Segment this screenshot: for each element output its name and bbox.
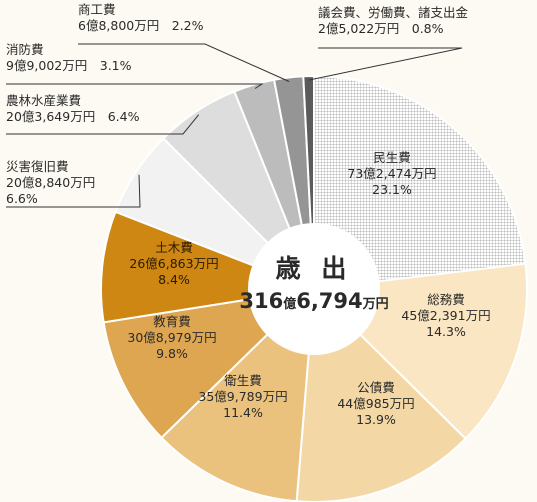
leader-line-8 [6, 83, 264, 89]
leader-line-10 [308, 47, 463, 81]
slice-label-amount-3: 35億9,789万円 [198, 389, 287, 404]
slice-label-amount-4: 30億8,979万円 [127, 330, 216, 345]
slice-label-name-8: 消防費 [6, 42, 44, 57]
slice-label-percent-3: 11.4% [223, 405, 263, 420]
slice-label-amount-7: 20億3,649万円 6.4% [6, 109, 140, 124]
slice-label-amount-9: 6億8,800万円 2.2% [78, 18, 204, 33]
slice-label-amount-8: 9億9,002万円 3.1% [6, 58, 132, 73]
slice-label-name-0: 民生費 [373, 150, 411, 165]
center-total: 316億6,794万円 [239, 289, 388, 313]
leader-line-9 [78, 43, 290, 82]
slice-label-percent-0: 23.1% [372, 182, 412, 197]
slice-label-percent-4: 9.8% [156, 346, 188, 361]
slice-label-name-4: 教育費 [153, 314, 191, 329]
slice-label-amount-0: 73億2,474万円 [347, 166, 436, 181]
slice-label-amount-1: 45億2,391万円 [401, 308, 490, 323]
slice-label-name-9: 商工費 [78, 2, 116, 17]
slice-label-name-7: 農林水産業費 [6, 93, 81, 108]
slice-label-name-2: 公債費 [357, 380, 395, 395]
leader-line-6 [6, 174, 141, 208]
slice-label-amount-10: 2億5,022万円 0.8% [318, 21, 444, 36]
center-title: 歳 出 [276, 254, 353, 283]
slice-label-percent-1: 14.3% [426, 324, 466, 339]
slice-label-amount-2: 44億985万円 [337, 396, 414, 411]
slice-label-name-6: 災害復旧費 [6, 159, 69, 174]
slice-label-percent-6: 6.6% [6, 191, 38, 206]
donut-center [248, 223, 380, 355]
slice-label-amount-5: 26億6,863万円 [129, 256, 218, 271]
pie-slice-0 [313, 74, 527, 291]
slice-label-amount-6: 20億8,840万円 [6, 175, 95, 190]
slice-label-percent-2: 13.9% [356, 412, 396, 427]
slice-label-percent-5: 8.4% [158, 272, 190, 287]
slice-label-name-5: 土木費 [155, 240, 193, 255]
slice-label-name-3: 衛生費 [224, 373, 262, 388]
leader-line-7 [6, 114, 200, 135]
slice-label-name-10: 議会費、労働費、諸支出金 [318, 5, 469, 20]
slice-label-name-1: 総務費 [427, 292, 465, 307]
